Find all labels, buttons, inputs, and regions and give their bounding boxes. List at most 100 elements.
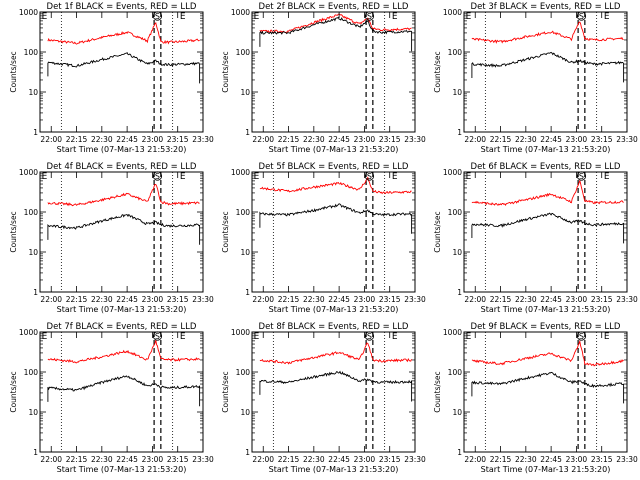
x-axis-label: Start Time (07-Mar-13 21:53:20)	[269, 465, 399, 474]
series-lld-red	[47, 183, 200, 207]
marker-e-left: E	[254, 172, 260, 182]
y-axis-label: Counts/sec	[433, 51, 442, 92]
marker-e-right: E	[604, 12, 610, 22]
marker-e-left: E	[254, 12, 260, 22]
x-tick-label: 22:45	[540, 455, 562, 464]
x-tick-label: 22:15	[66, 295, 88, 304]
x-tick-label: 23:15	[379, 295, 401, 304]
x-axis-label: Start Time (07-Mar-13 21:53:20)	[481, 145, 611, 154]
series-lld-red	[47, 22, 200, 45]
y-tick-label: 10	[240, 248, 250, 257]
marker-e-left: E	[466, 172, 472, 182]
y-axis-label: Counts/sec	[9, 51, 18, 92]
marker-s-circle	[576, 11, 587, 21]
x-tick-label: 22:00	[40, 135, 62, 144]
marker-e-left: E	[466, 332, 472, 342]
x-tick-label: 23:00	[566, 455, 588, 464]
x-tick-label: 22:30	[303, 295, 325, 304]
x-tick-label: 22:00	[40, 295, 62, 304]
x-tick-label: 22:00	[40, 455, 62, 464]
panel-8: Det 8f BLACK = Events, RED = LLD 1 10 100 10…	[221, 322, 426, 474]
series-lld-red	[259, 342, 413, 365]
x-tick-label: 22:30	[303, 455, 325, 464]
x-tick-label: 23:30	[192, 455, 214, 464]
x-tick-label: 23:15	[167, 135, 189, 144]
panel-title: Det 9f BLACK = Events, RED = LLD	[471, 322, 621, 332]
x-tick-label: 22:45	[540, 135, 562, 144]
y-tick-label: 1	[33, 288, 38, 297]
x-tick-label: 23:15	[167, 295, 189, 304]
y-tick-label: 1	[245, 128, 250, 137]
marker-e-right: E	[604, 332, 610, 342]
x-tick-label: 23:00	[142, 295, 164, 304]
x-tick-label: 23:30	[192, 135, 214, 144]
y-tick-label: 1	[33, 128, 38, 137]
marker-s-circle	[152, 11, 163, 21]
series-events-black	[259, 370, 413, 402]
y-tick-label: 100	[24, 48, 39, 57]
x-tick-label: 22:00	[464, 135, 486, 144]
y-tick-label: 1000	[443, 8, 462, 17]
marker-s-circle	[364, 171, 375, 181]
y-tick-label: 10	[28, 88, 38, 97]
marker-e-right: E	[604, 172, 610, 182]
x-tick-label: 22:00	[464, 295, 486, 304]
x-tick-label: 22:30	[515, 455, 537, 464]
x-tick-label: 23:30	[616, 295, 638, 304]
x-axis-label: Start Time (07-Mar-13 21:53:20)	[269, 145, 399, 154]
y-axis-label: Counts/sec	[9, 211, 18, 252]
panel-4: Det 4f BLACK = Events, RED = LLD 1 10 100 10…	[9, 162, 214, 314]
axes-frame	[251, 11, 416, 133]
marker-s: S	[579, 332, 584, 341]
series-lld-red	[47, 339, 200, 364]
series-events-black	[471, 371, 625, 404]
x-axis-label: Start Time (07-Mar-13 21:53:20)	[481, 305, 611, 314]
panel-7: Det 7f BLACK = Events, RED = LLD 1 10 100 10…	[9, 322, 214, 474]
y-tick-label: 1	[457, 448, 462, 457]
y-tick-label: 10	[28, 408, 38, 417]
marker-e-right: E	[180, 172, 186, 182]
x-tick-label: 22:15	[278, 295, 300, 304]
y-tick-label: 1	[457, 128, 462, 137]
marker-s-circle	[152, 171, 163, 181]
x-tick-label: 23:15	[379, 135, 401, 144]
marker-e-right: E	[392, 172, 398, 182]
y-tick-label: 1	[245, 448, 250, 457]
panel-5: Det 5f BLACK = Events, RED = LLD 1 10 100 10…	[221, 162, 426, 314]
x-tick-label: 22:45	[116, 455, 138, 464]
axes-frame	[463, 331, 628, 453]
y-tick-label: 100	[448, 368, 463, 377]
axes-frame	[251, 331, 416, 453]
panel-title: Det 7f BLACK = Events, RED = LLD	[47, 322, 197, 332]
marker-s: S	[367, 12, 372, 21]
x-tick-label: 22:15	[278, 455, 300, 464]
x-tick-label: 23:30	[404, 455, 426, 464]
x-tick-label: 22:45	[328, 455, 350, 464]
series-events-black	[471, 212, 625, 244]
marker-e-left: E	[466, 12, 472, 22]
marker-e-left: E	[42, 12, 48, 22]
marker-s: S	[155, 332, 160, 341]
series-lld-red	[471, 21, 624, 44]
axes-frame	[39, 171, 204, 293]
x-tick-label: 22:15	[490, 135, 512, 144]
x-tick-label: 22:00	[252, 295, 274, 304]
x-tick-label: 22:30	[91, 135, 113, 144]
panel-3: Det 3f BLACK = Events, RED = LLD 1 10 100 10…	[433, 2, 638, 154]
panel-title: Det 4f BLACK = Events, RED = LLD	[47, 162, 197, 172]
y-tick-label: 1	[245, 288, 250, 297]
y-tick-label: 1000	[231, 168, 250, 177]
panel-6: Det 6f BLACK = Events, RED = LLD 1 10 100 10…	[433, 162, 638, 314]
y-axis-label: Counts/sec	[9, 371, 18, 412]
x-tick-label: 22:30	[91, 295, 113, 304]
x-tick-label: 23:15	[379, 455, 401, 464]
marker-s: S	[367, 332, 372, 341]
y-tick-label: 1000	[231, 328, 250, 337]
y-tick-label: 1000	[231, 8, 250, 17]
panel-9: Det 9f BLACK = Events, RED = LLD 1 10 100 10…	[433, 322, 638, 474]
x-axis-label: Start Time (07-Mar-13 21:53:20)	[269, 305, 399, 314]
x-tick-label: 22:15	[278, 135, 300, 144]
x-tick-label: 23:30	[404, 295, 426, 304]
x-tick-label: 22:45	[328, 135, 350, 144]
